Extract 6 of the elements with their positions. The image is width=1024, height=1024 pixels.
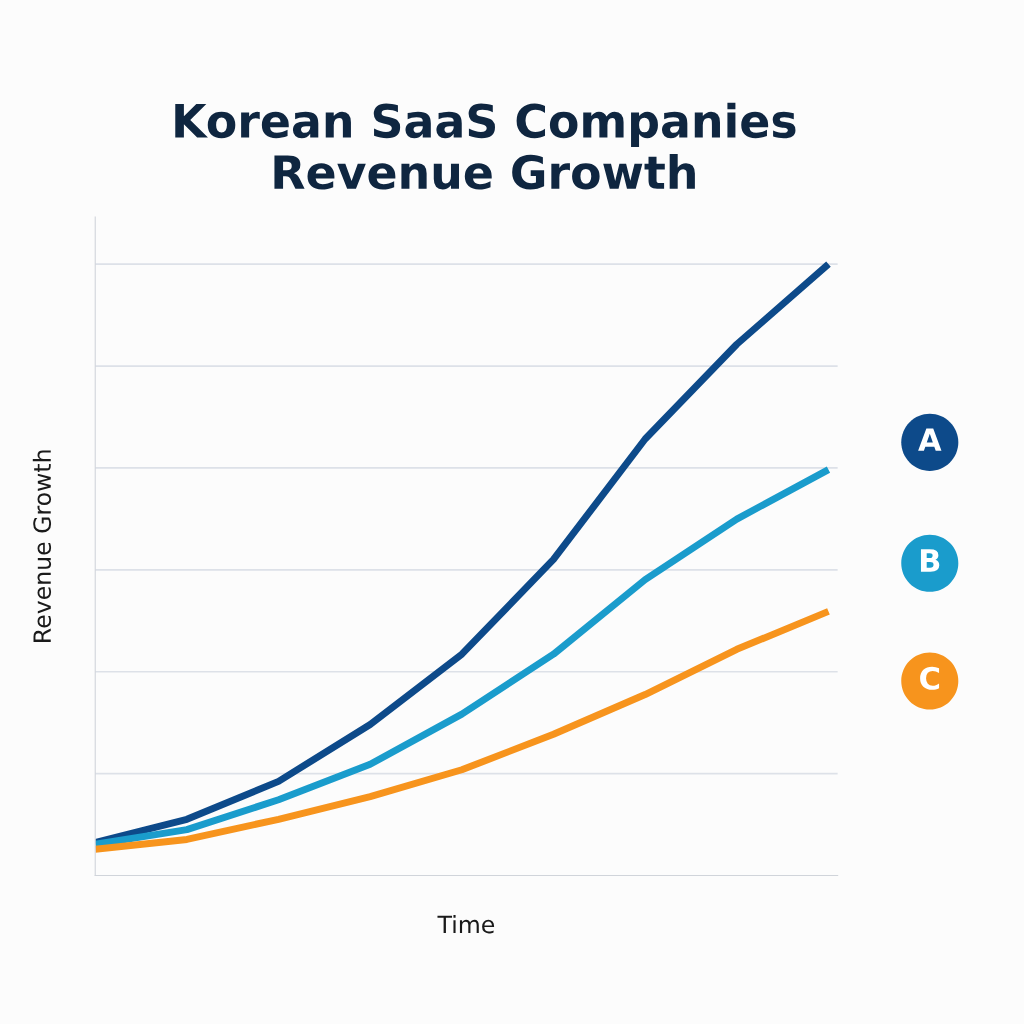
text: A (918, 428, 942, 451)
text: B (920, 549, 940, 572)
text: C (920, 666, 940, 690)
x-axis-title: Time (437, 915, 495, 934)
y-axis-title: Revenue Growth (32, 450, 52, 642)
chart-title: Korean SaaS Companies Revenue Growth (175, 102, 796, 190)
